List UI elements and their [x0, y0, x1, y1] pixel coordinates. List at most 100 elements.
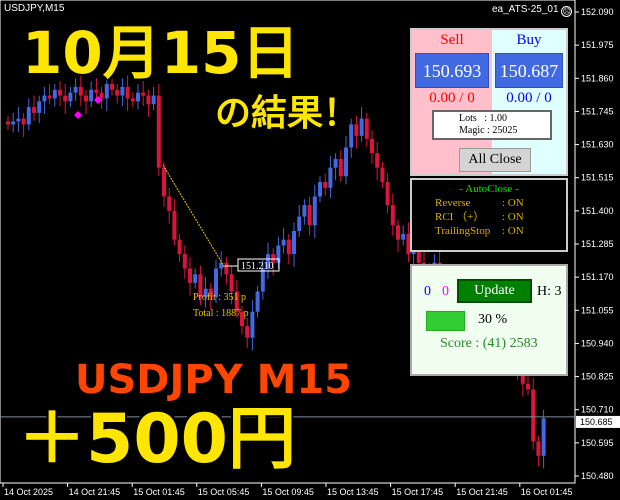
- candle-body: [47, 95, 52, 99]
- candle-body: [406, 233, 411, 255]
- candle-body: [401, 233, 406, 240]
- candle-body: [52, 89, 57, 99]
- symbol-label: USDJPY,M15: [4, 3, 65, 14]
- buy-label: Buy: [516, 32, 542, 48]
- price-tick-label: 151.745: [581, 106, 614, 116]
- candle-body: [271, 254, 276, 263]
- candle-body: [359, 118, 364, 136]
- lots-box: Lots : 1.00 Magic : 25025: [432, 110, 552, 140]
- candle-body: [364, 118, 369, 139]
- candle-body: [21, 118, 26, 125]
- update-button[interactable]: Update: [457, 279, 532, 303]
- score-panel: 0 0 Update H: 3 30 % Score : (41) 2583: [410, 264, 568, 376]
- row-key: Reverse: [435, 197, 471, 209]
- candle-body: [338, 158, 343, 177]
- count-blue: 0: [424, 284, 431, 299]
- chart-frame: [0, 0, 576, 484]
- candle-body: [120, 86, 125, 96]
- candle-body: [110, 84, 114, 90]
- time-tick-label: 16 Oct 01:45: [521, 487, 573, 497]
- candle-body: [214, 268, 218, 298]
- price-tick-label: 150.710: [581, 405, 614, 415]
- price-tick-label: 151.860: [581, 73, 614, 83]
- overlay-result: の結果！: [214, 93, 360, 134]
- candle-body: [354, 124, 359, 136]
- time-tick-label: 15 Oct 13:45: [327, 487, 379, 497]
- candle-body: [198, 274, 203, 298]
- lots-value: Lots : 1.00: [459, 113, 508, 124]
- candle-body: [68, 92, 73, 102]
- candle-body: [193, 274, 198, 283]
- trade-panel: Sell 150.693 0.00 / 0 Buy 150.687 0.00 /…: [410, 28, 568, 176]
- row-value: : ON: [502, 225, 524, 237]
- candle-body: [250, 311, 255, 338]
- candle-body: [536, 441, 541, 456]
- candle-body: [167, 196, 172, 211]
- candle-body: [208, 288, 213, 298]
- candle-body: [266, 254, 270, 269]
- price-tick-label: 150.825: [581, 372, 614, 382]
- candle-body: [286, 239, 291, 255]
- ea-name: ea_ATS-25_01 ☹: [492, 4, 573, 17]
- candle-body: [16, 118, 21, 122]
- buy-button[interactable]: 150.687: [495, 53, 563, 88]
- candle-body: [312, 196, 317, 226]
- candle-body: [84, 95, 88, 102]
- overlay-pair: USDJPY M15: [74, 357, 353, 403]
- candle-body: [32, 107, 36, 113]
- candle-body: [333, 158, 338, 168]
- row-value: : ON: [502, 211, 524, 223]
- candle-body: [42, 95, 47, 102]
- candle-body: [416, 245, 421, 263]
- overlay-date: 10月15日: [21, 19, 300, 87]
- price-tick-label: 151.285: [581, 239, 614, 249]
- candle-body: [78, 86, 83, 96]
- candle-body: [89, 89, 94, 102]
- candle-body: [276, 245, 281, 263]
- arrow-marker: [94, 96, 102, 104]
- price-tick-label: 151.630: [581, 140, 614, 150]
- candle-body: [375, 153, 380, 168]
- overlay-gain: ＋500円: [17, 400, 297, 479]
- price-tick-label: 151.400: [581, 206, 614, 216]
- row-value: : ON: [502, 197, 524, 209]
- candle-body: [385, 182, 390, 206]
- candle-body: [94, 89, 99, 93]
- time-tick-label: 15 Oct 21:45: [456, 487, 508, 497]
- profit-label: Profit : 351 p: [193, 292, 246, 303]
- candle-body: [541, 418, 546, 456]
- candle-body: [307, 205, 312, 226]
- candle-body: [177, 239, 182, 255]
- all-close-button[interactable]: All Close: [459, 148, 531, 172]
- candle-body: [380, 167, 385, 183]
- candle-body: [136, 92, 140, 102]
- candle-body: [260, 268, 265, 292]
- price-tick-label: 151.975: [581, 40, 614, 50]
- time-tick-label: 15 Oct 09:45: [262, 487, 314, 497]
- candle-body: [151, 95, 156, 105]
- autoclose-panel: - AutoClose - Reverse: ON RCI （+）: ON Tr…: [410, 178, 568, 252]
- candle-body: [141, 92, 146, 96]
- progress-label: 30 %: [478, 312, 508, 327]
- sell-pl: 0.00 / 0: [429, 90, 475, 106]
- autoclose-row: TrailingStop: ON: [412, 224, 566, 238]
- candle-body: [63, 95, 68, 102]
- candle-body: [323, 182, 328, 188]
- current-price-box: [576, 415, 620, 428]
- candle-body: [318, 182, 322, 197]
- price-tick-label: 150.595: [581, 438, 614, 448]
- price-tick-label: 150.940: [581, 338, 614, 348]
- sell-button[interactable]: 150.693: [415, 53, 489, 88]
- current-price-label: 150.685: [580, 417, 613, 427]
- candle-body: [130, 98, 135, 102]
- candle-body: [6, 121, 10, 125]
- buy-pl: 0.00 / 0: [506, 90, 552, 106]
- candle-body: [26, 107, 31, 125]
- candle-body: [188, 268, 192, 283]
- price-tick-label: 151.170: [581, 272, 614, 282]
- h-value: H: 3: [537, 284, 562, 299]
- magic-value: Magic : 25025: [459, 125, 518, 136]
- candle-body: [11, 121, 16, 125]
- candle-body: [104, 84, 109, 99]
- candle-body: [526, 383, 530, 390]
